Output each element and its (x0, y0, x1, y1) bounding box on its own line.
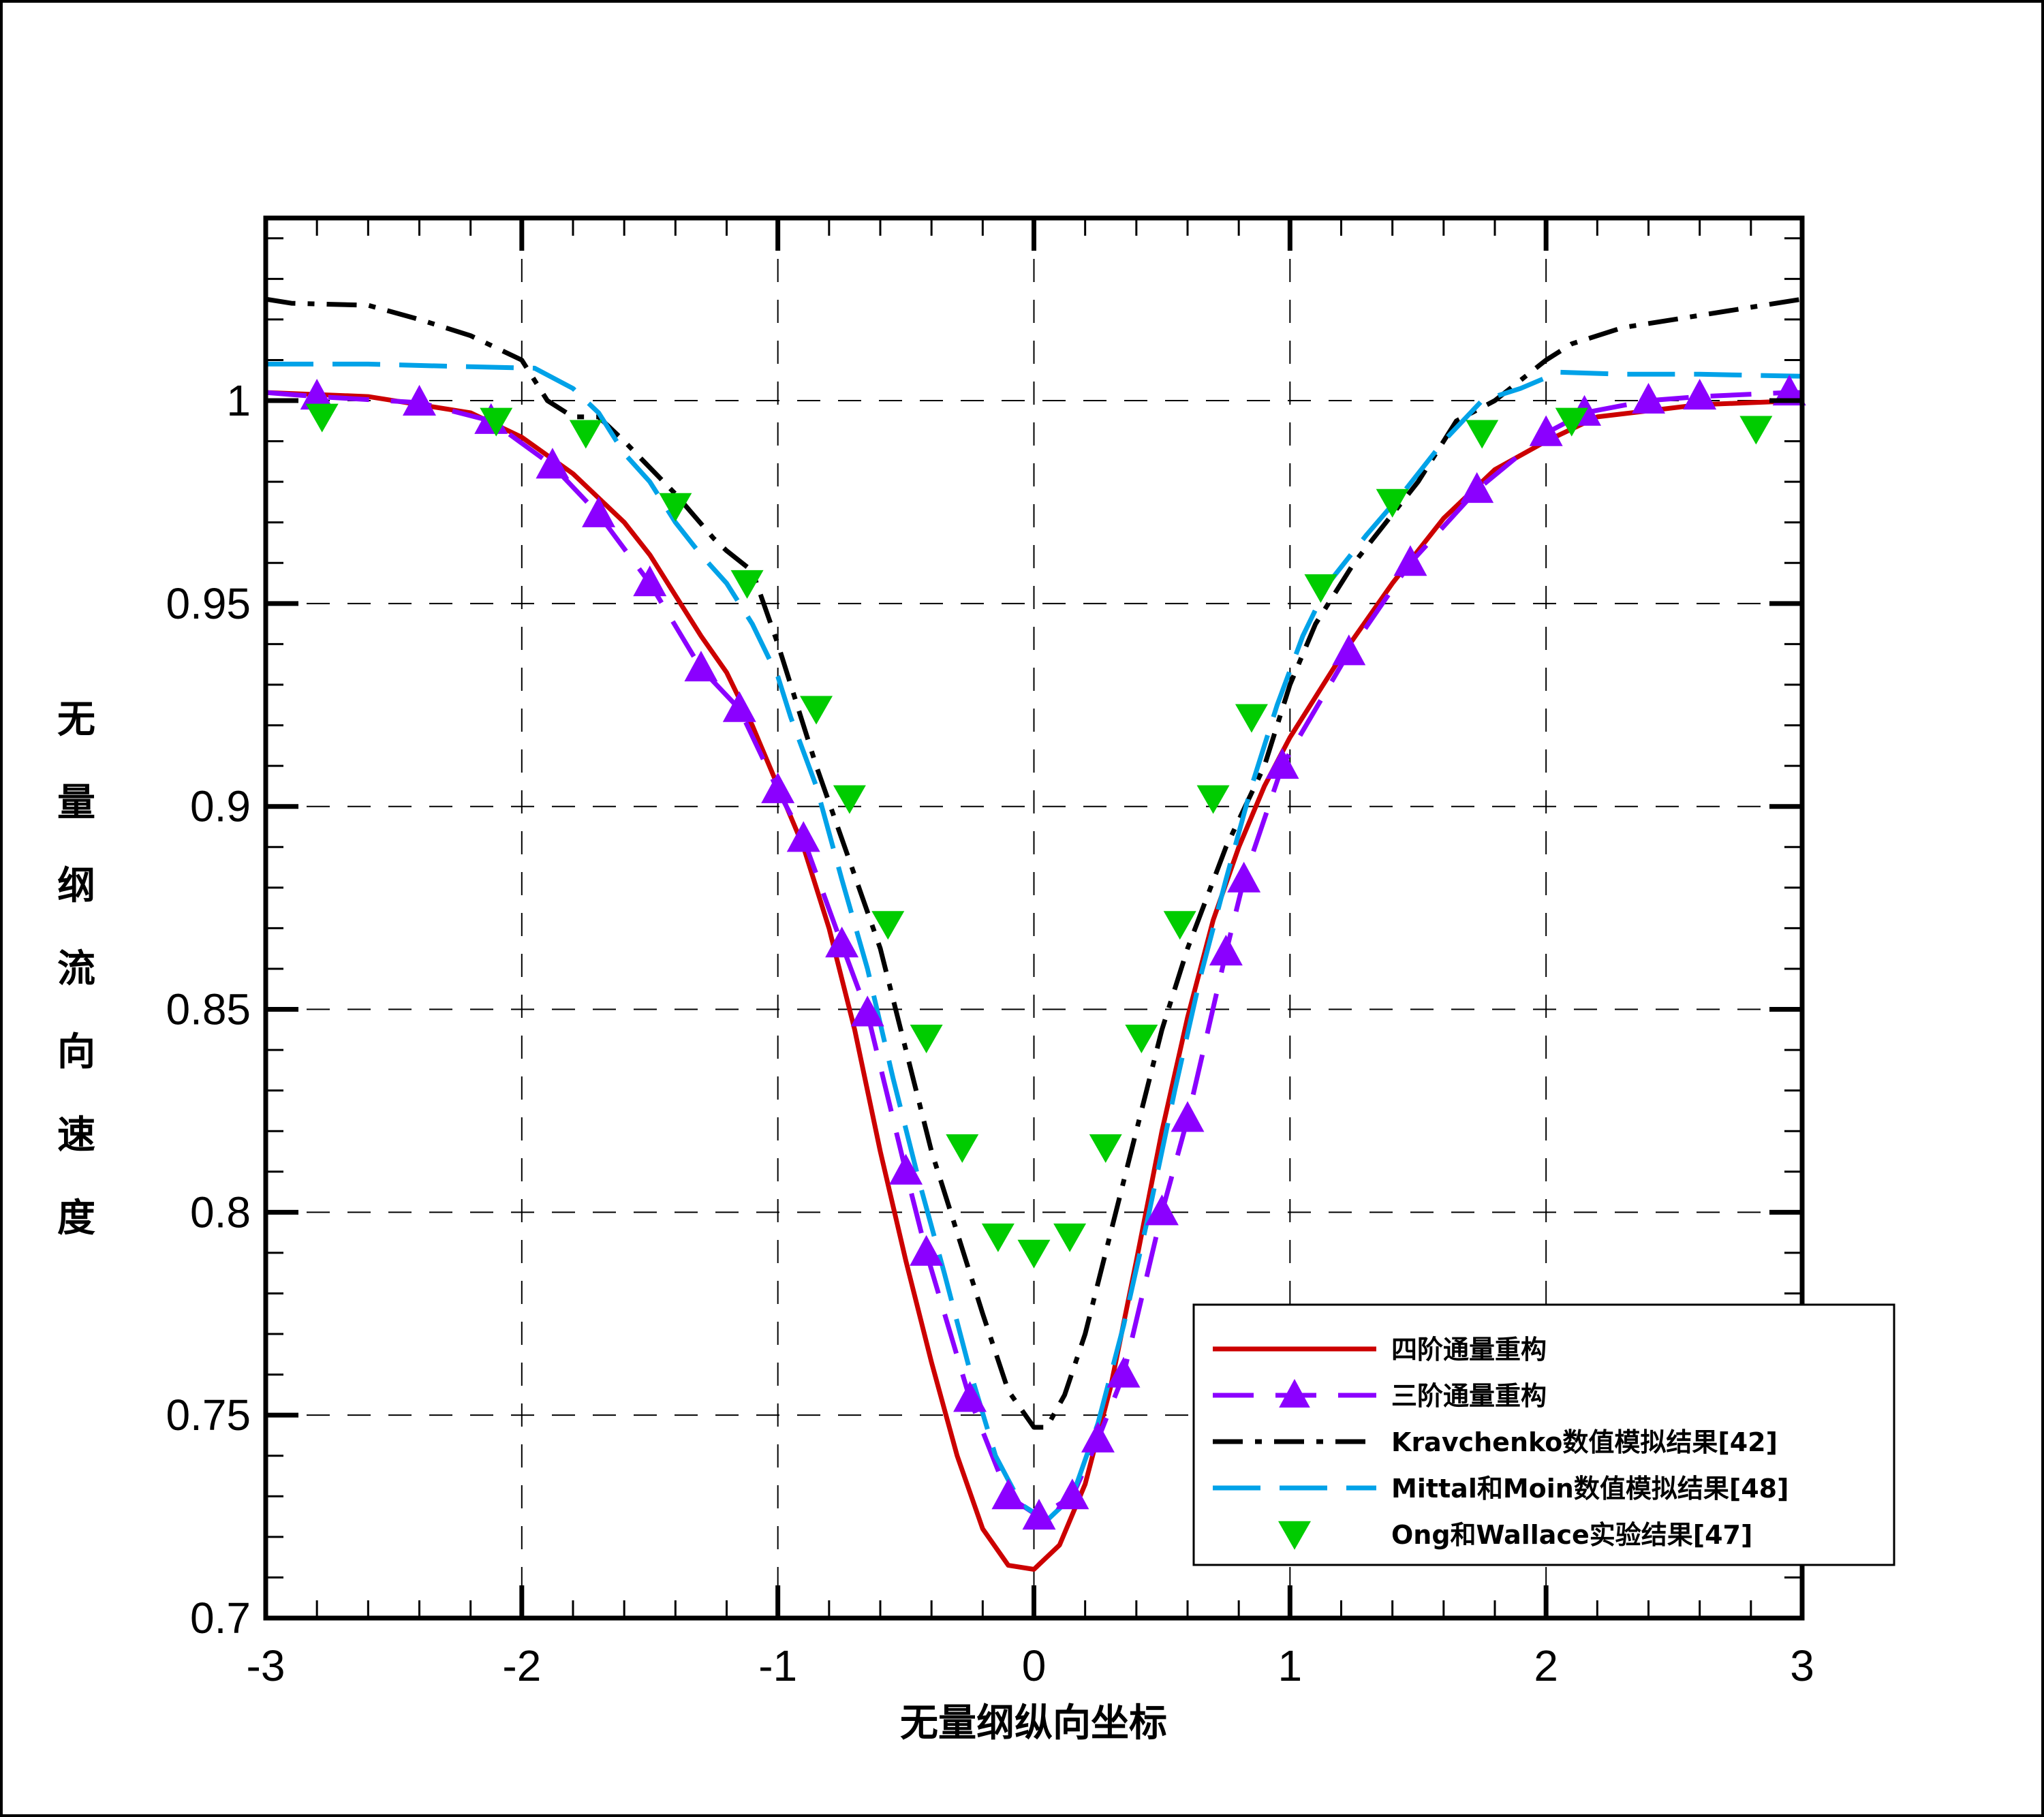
series-5-marker (480, 407, 513, 437)
series-5-marker (1089, 1134, 1122, 1163)
x-tick-label: -3 (247, 1641, 285, 1690)
series-5-marker (1017, 1239, 1051, 1269)
series-5-marker (1163, 911, 1196, 940)
series-2-marker (761, 772, 795, 803)
y-axis-title: 无量纲流向速度 (57, 698, 95, 1241)
legend-label-1: 四阶通量重构 (1391, 1335, 1547, 1365)
axis-ticks (263, 218, 1805, 1621)
series-5-marker (1555, 407, 1588, 437)
x-tick-label: -2 (502, 1641, 541, 1690)
y-tick-label: 0.8 (190, 1187, 251, 1237)
series-5-marker (1304, 574, 1337, 603)
series-1-line (266, 390, 1802, 1572)
series-5-marker (981, 1223, 1015, 1252)
x-tick-label: 1 (1278, 1641, 1303, 1690)
series-5-marker (305, 403, 339, 433)
series-2-marker (1460, 471, 1494, 503)
series-5-marker (569, 420, 602, 449)
series-5-marker (1196, 785, 1230, 814)
series-5-marker (1125, 1025, 1158, 1054)
series-2-marker (1106, 1356, 1141, 1388)
series-2-marker (910, 1234, 944, 1266)
series-2-marker (850, 995, 884, 1027)
series-5-marker (910, 1025, 943, 1054)
series-5-marker (659, 493, 692, 522)
x-tick-label: -1 (758, 1641, 797, 1690)
series-5-marker (1053, 1223, 1087, 1252)
legend-label-4: Mittal和Moin数值模拟结果[48] (1391, 1474, 1788, 1504)
series-2-marker (991, 1478, 1025, 1510)
series-2-marker (722, 691, 756, 722)
series-2-marker (1227, 861, 1261, 892)
series-2-marker (1332, 634, 1366, 666)
series-5-marker (800, 696, 833, 725)
series-5-marker (730, 570, 764, 599)
series-2-marker (1022, 1498, 1056, 1530)
series-5-marker (833, 785, 866, 814)
series-2-marker (953, 1381, 987, 1412)
series-5-marker (1739, 416, 1773, 445)
series-2-line (266, 390, 1802, 1519)
x-tick-label: 0 (1022, 1641, 1047, 1690)
series-2-marker (1632, 382, 1665, 414)
legend-label-2: 三阶通量重构 (1391, 1381, 1547, 1411)
series-5-marker (1235, 704, 1268, 733)
x-tick-label: 3 (1790, 1641, 1814, 1690)
x-tick-label: 2 (1534, 1641, 1558, 1690)
legend-marker-5 (1278, 1521, 1311, 1550)
series-2-marker (1171, 1101, 1205, 1132)
tick-labels: -3 -2 -1 0 1 2 3 0.7 0.75 0.8 0.85 0.9 0.95 1 (166, 376, 1814, 1690)
series-2-marker (684, 651, 718, 682)
series-2-marker (1081, 1421, 1115, 1453)
series-2-marker (786, 821, 820, 852)
series-2-marker (825, 927, 859, 958)
series-2-marker (403, 384, 436, 416)
y-tick-label: 0.9 (190, 782, 251, 831)
series-5-marker (871, 911, 905, 940)
series-2-marker (633, 565, 667, 597)
series-2-marker (536, 448, 570, 479)
legend-marker-2 (1279, 1379, 1310, 1408)
legend-label-3: Kravchenko数值模拟结果[42] (1391, 1427, 1778, 1457)
x-axis-title: 无量纲纵向坐标 (900, 1701, 1167, 1745)
y-tick-label: 0.75 (166, 1391, 251, 1440)
y-tick-label: 1 (226, 376, 251, 425)
series-2-marker (1265, 748, 1299, 779)
series-2-marker (889, 1153, 923, 1185)
series-2-marker (1772, 375, 1806, 406)
series-5-marker (1466, 420, 1499, 449)
marker-layer (300, 375, 1806, 1530)
series-2-marker (1145, 1194, 1179, 1226)
series-5-marker (946, 1134, 979, 1163)
series-2-marker (1393, 545, 1427, 576)
legend-label-5: Ong和Wallace实验结果[47] (1391, 1520, 1752, 1550)
y-tick-label: 0.85 (166, 985, 251, 1034)
series-2-marker (582, 496, 616, 527)
series-2-marker (1209, 935, 1243, 966)
series-2-marker (1055, 1478, 1089, 1510)
y-tick-label: 0.95 (166, 579, 251, 628)
series-2-marker (1683, 378, 1717, 410)
series-5-marker (1376, 488, 1409, 518)
y-tick-label: 0.7 (190, 1594, 251, 1643)
series-2-marker (1529, 415, 1563, 446)
